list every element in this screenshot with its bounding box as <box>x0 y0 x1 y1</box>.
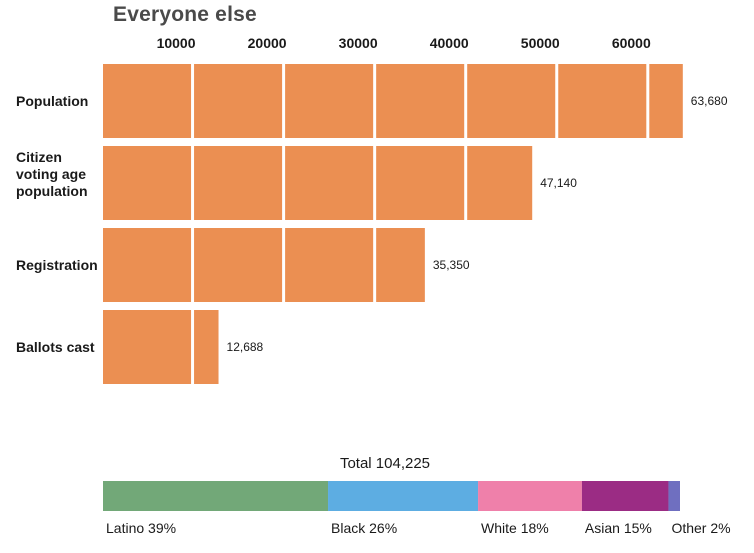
bar-segment <box>103 228 192 302</box>
stack-segment-other <box>668 481 680 511</box>
value-label: 12,688 <box>227 340 264 354</box>
bar-segment <box>103 310 192 384</box>
bar-segment <box>103 146 192 220</box>
stack-label-other: Other 2% <box>671 520 730 536</box>
bar-segment <box>194 310 219 384</box>
category-label: Registration <box>16 257 98 273</box>
bar-ballots-cast <box>103 310 219 384</box>
value-label: 63,680 <box>691 94 728 108</box>
category-label: population <box>16 183 88 199</box>
x-tick-label: 30000 <box>339 35 378 51</box>
bar-segment <box>285 146 374 220</box>
value-label: 47,140 <box>540 176 577 190</box>
value-label: 35,350 <box>433 258 470 272</box>
x-tick-label: 50000 <box>521 35 560 51</box>
bar-segment <box>194 146 283 220</box>
stack-segment-white <box>478 481 582 511</box>
stack-segment-black <box>328 481 479 511</box>
bar-segment <box>649 64 683 138</box>
bar-segment <box>558 64 647 138</box>
category-label: Citizen <box>16 149 62 165</box>
bar-segment <box>103 64 192 138</box>
category-label: Population <box>16 93 88 109</box>
bar-segment <box>467 146 533 220</box>
bar-segment <box>285 228 374 302</box>
stack-segment-latino <box>103 481 329 511</box>
stack-label-white: White 18% <box>481 520 549 536</box>
x-tick-label: 60000 <box>612 35 651 51</box>
bar-registration <box>103 228 425 302</box>
category-label: Ballots cast <box>16 339 95 355</box>
bar-segment <box>194 228 283 302</box>
bar-citizen-voting-age-population <box>103 146 533 220</box>
x-tick-label: 10000 <box>157 35 196 51</box>
chart-title: Everyone else <box>113 3 257 26</box>
stack-segment-asian <box>581 481 669 511</box>
stack-label-latino: Latino 39% <box>106 520 176 536</box>
bar-segment <box>376 64 465 138</box>
stack-label-asian: Asian 15% <box>585 520 652 536</box>
x-tick-label: 20000 <box>248 35 287 51</box>
x-tick-label: 40000 <box>430 35 469 51</box>
stack-label-black: Black 26% <box>331 520 397 536</box>
bar-segment <box>376 146 465 220</box>
bar-segment <box>467 64 556 138</box>
total-label: Total 104,225 <box>339 455 431 472</box>
bar-segment <box>376 228 425 302</box>
bar-population <box>103 64 683 138</box>
bar-segment <box>285 64 374 138</box>
category-label: voting age <box>16 166 86 182</box>
bar-segment <box>194 64 283 138</box>
